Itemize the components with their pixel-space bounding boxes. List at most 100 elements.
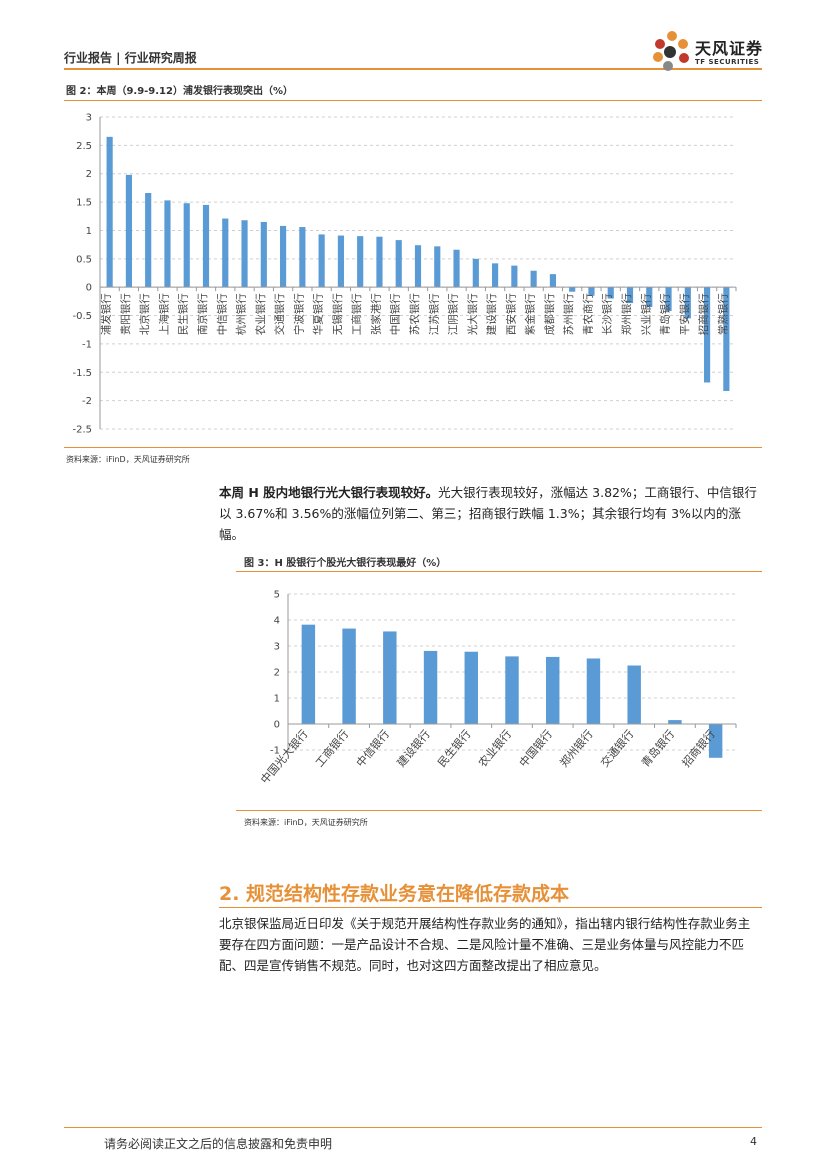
category-label: 农业银行 — [475, 727, 514, 770]
bar — [125, 174, 132, 288]
section-body: 北京银保监局近日印发《关于规范开展结构性存款业务的通知》，指出辖内银行结构性存款… — [219, 916, 751, 973]
bar — [342, 628, 356, 724]
category-label: 紫金银行 — [524, 293, 537, 335]
bar — [106, 136, 113, 288]
category-label: 中国光大银行 — [258, 727, 311, 787]
figure2-title-rule — [64, 100, 762, 101]
bar — [164, 200, 171, 288]
category-label: 交通银行 — [273, 293, 286, 335]
bar — [646, 287, 653, 308]
bar — [588, 287, 595, 296]
bar — [453, 249, 460, 288]
bar — [723, 287, 730, 391]
category-label: 中信银行 — [215, 293, 228, 335]
category-label: 无锡银行 — [331, 293, 344, 335]
category-label: 上海银行 — [157, 293, 170, 335]
bar — [549, 274, 556, 288]
bar — [546, 656, 560, 724]
bar — [241, 220, 248, 288]
category-label: 平安银行 — [678, 293, 691, 335]
y-tick-label: 2.5 — [76, 141, 92, 152]
y-tick-label: -1.5 — [72, 368, 92, 379]
category-label: 青岛银行 — [638, 727, 677, 770]
bar — [183, 203, 190, 288]
category-label: 苏州银行 — [562, 293, 575, 335]
y-tick-label: 3 — [274, 642, 280, 653]
bar — [492, 263, 499, 288]
y-tick-label: 3 — [86, 113, 92, 124]
category-label: 苏农银行 — [408, 293, 421, 335]
category-label: 工商银行 — [350, 293, 363, 335]
category-label: 建设银行 — [485, 293, 498, 335]
category-label: 杭州银行 — [235, 293, 248, 335]
bar — [704, 287, 711, 383]
bar — [684, 287, 691, 319]
figure2-source: 资料来源：iFinD，天风证券研究所 — [66, 455, 190, 464]
y-tick-label: 1 — [274, 694, 280, 705]
category-label: 宁波银行 — [292, 293, 305, 335]
y-tick-label: 5 — [274, 590, 280, 601]
category-label: 浦发银行 — [100, 293, 113, 335]
category-label: 民生银行 — [177, 293, 190, 335]
bar — [260, 221, 267, 288]
figure3-source: 资料来源：iFinD，天风证券研究所 — [244, 818, 368, 827]
bar — [414, 245, 422, 288]
y-tick-label: -1 — [82, 339, 92, 350]
y-tick-label: 4 — [274, 616, 280, 627]
section-title: 2. 规范结构性存款业务意在降低存款成本 — [219, 883, 570, 905]
category-label: 光大银行 — [466, 293, 479, 335]
category-label: 成都银行 — [543, 293, 556, 335]
bar — [505, 656, 519, 724]
category-label: 交通银行 — [597, 727, 636, 770]
bar — [318, 234, 325, 288]
figure3-title: 图 3：H 股银行个股光大银行表现最好（%） — [244, 558, 447, 569]
y-tick-label: 1.5 — [76, 198, 92, 209]
bar — [434, 246, 441, 288]
bar — [337, 235, 344, 288]
y-tick-label: 2 — [274, 668, 280, 679]
category-label: 中国银行 — [516, 727, 555, 770]
category-label: 农业银行 — [254, 293, 267, 335]
figure3-bottom-rule — [236, 810, 762, 811]
y-tick-label: -2 — [82, 396, 92, 407]
bar — [607, 287, 614, 299]
figure3-title-rule — [236, 571, 762, 572]
category-label: 中信银行 — [353, 727, 392, 770]
category-label: 华夏银行 — [312, 293, 325, 335]
figure2-bottom-rule — [64, 447, 762, 448]
logo-icon — [653, 31, 689, 71]
category-label: 贵阳银行 — [119, 293, 132, 335]
y-tick-label: 0 — [274, 720, 280, 731]
header-rule — [64, 68, 762, 70]
bar — [145, 193, 152, 288]
category-label: 建设银行 — [394, 727, 433, 770]
bar — [280, 225, 287, 288]
footer-rule — [64, 1127, 762, 1128]
y-tick-label: 0 — [86, 283, 92, 294]
bar — [472, 258, 479, 288]
bar — [586, 658, 601, 724]
bar — [383, 631, 397, 724]
figure2-chart: 3 2.5 2 1.5 1 0.5 0 -0.5 -1 -1.5 -2 -2.5 浦发银行 贵阳银行 北京银… — [72, 113, 737, 436]
bar — [530, 270, 537, 288]
y-tick-label: -0.5 — [72, 311, 92, 322]
header-title: 行业报告 | 行业研究周报 — [64, 51, 197, 65]
y-tick-label: 2 — [86, 169, 92, 180]
category-label: 江阴银行 — [447, 293, 460, 335]
paragraph-body: 光大银行表现较好，涨幅达 3.82%；工商银行、中信银行以 3.67%和 3.5… — [219, 485, 757, 542]
bar — [376, 236, 383, 288]
y-tick-label: 0.5 — [76, 254, 92, 265]
y-tick-label: -2.5 — [72, 425, 92, 436]
category-label: 青农商行 — [581, 293, 594, 335]
bar — [301, 624, 316, 724]
paragraph-h-share: 本周 H 股内地银行光大银行表现较好。光大银行表现较好，涨幅达 3.82%；工商… — [219, 482, 762, 545]
category-label: 民生银行 — [435, 727, 474, 770]
bar — [668, 720, 682, 724]
bar — [357, 236, 364, 288]
footer-disclaimer: 请务必阅读正文之后的信息披露和免责申明 — [104, 1137, 333, 1151]
bar — [626, 287, 634, 304]
category-label: 兴业银行 — [639, 293, 652, 335]
category-label: 郑州银行 — [557, 727, 596, 770]
category-label: 西安银行 — [504, 293, 517, 335]
